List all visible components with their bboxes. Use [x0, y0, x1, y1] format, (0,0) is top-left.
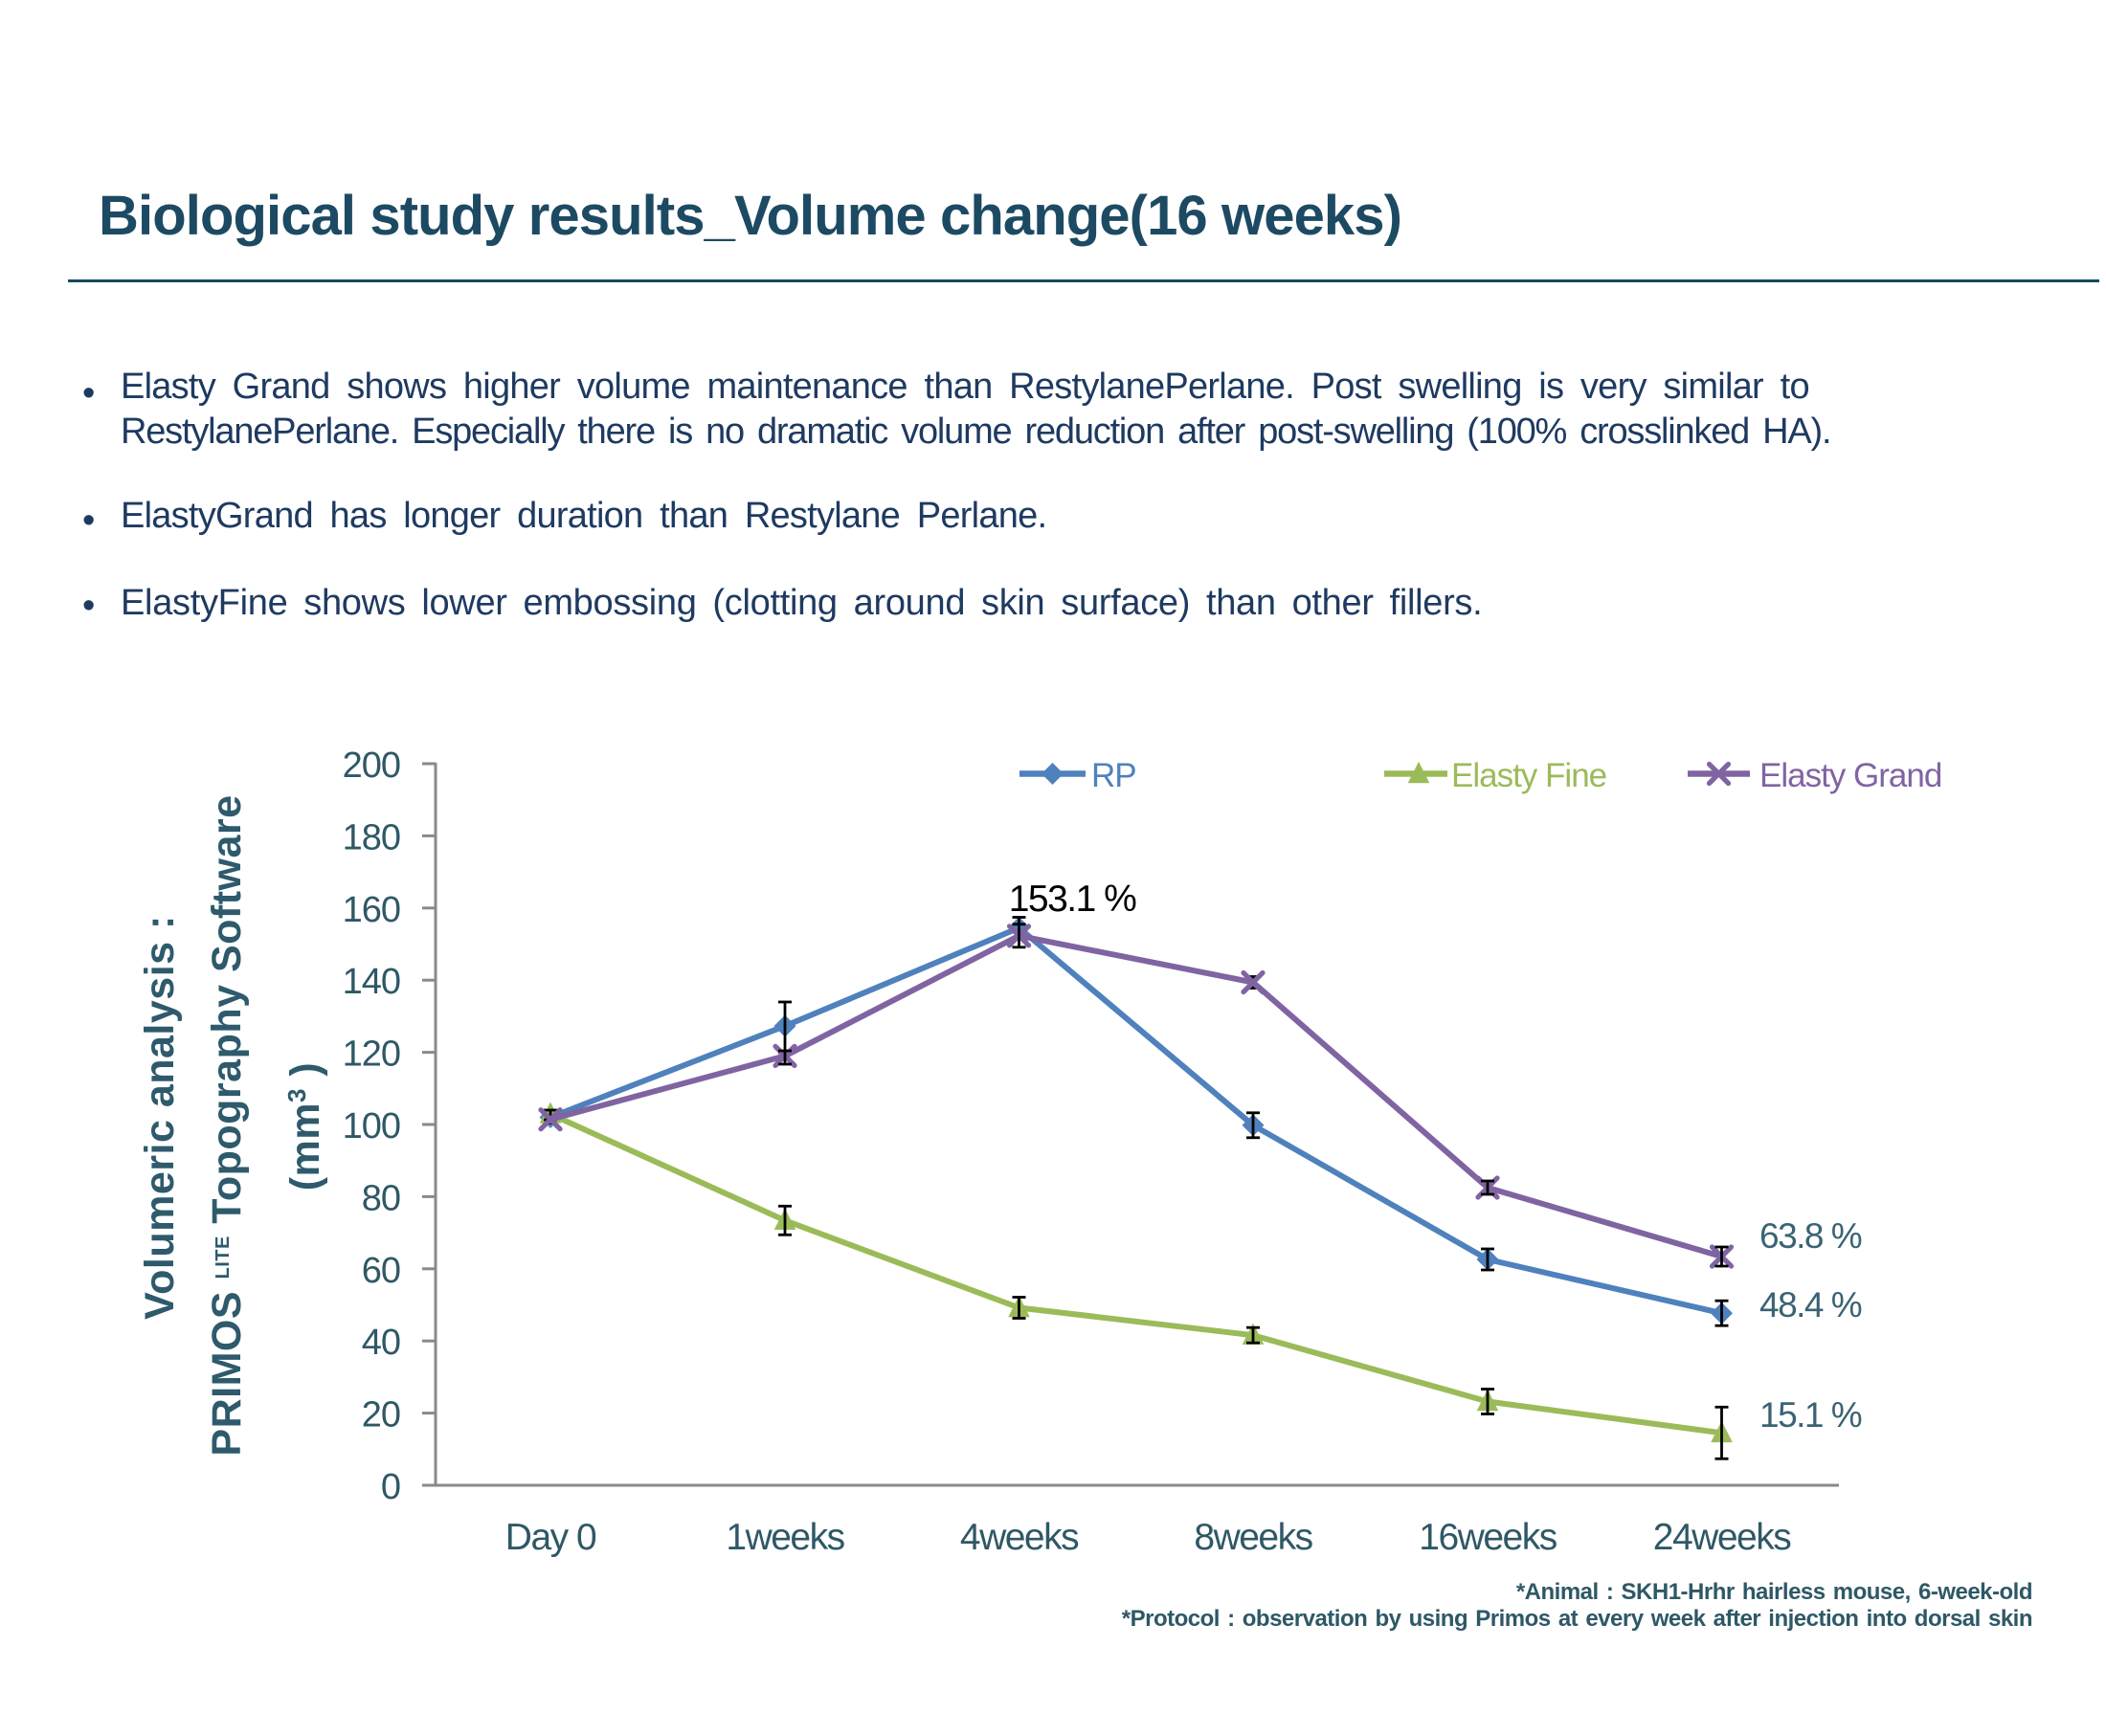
- svg-text:48.4 %: 48.4 %: [1759, 1285, 1862, 1324]
- svg-text:Volumeric analysis :: Volumeric analysis :: [137, 915, 183, 1320]
- svg-text:PRIMOS LITE Topography Softwar: PRIMOS LITE Topography Software: [204, 794, 250, 1456]
- svg-text:40: 40: [362, 1323, 400, 1363]
- svg-text:63.8 %: 63.8 %: [1759, 1216, 1862, 1256]
- svg-text:60: 60: [362, 1251, 400, 1291]
- svg-text:Elasty Fine: Elasty Fine: [1451, 757, 1606, 794]
- svg-text:(mm3 ): (mm3 ): [282, 1062, 328, 1191]
- svg-text:153.1 %: 153.1 %: [1009, 879, 1136, 920]
- svg-text:1weeks: 1weeks: [726, 1517, 844, 1558]
- svg-text:Elasty Grand: Elasty Grand: [1759, 757, 1941, 794]
- svg-text:120: 120: [343, 1035, 400, 1075]
- svg-text:Day 0: Day 0: [505, 1517, 596, 1558]
- svg-text:4weeks: 4weeks: [960, 1517, 1079, 1558]
- svg-text:16weeks: 16weeks: [1419, 1517, 1557, 1558]
- svg-text:80: 80: [362, 1178, 400, 1218]
- svg-text:20: 20: [362, 1395, 400, 1436]
- svg-text:160: 160: [343, 890, 400, 930]
- svg-text:180: 180: [343, 817, 400, 857]
- svg-text:15.1 %: 15.1 %: [1759, 1395, 1862, 1435]
- svg-text:100: 100: [343, 1106, 400, 1146]
- svg-text:140: 140: [343, 962, 400, 1002]
- svg-text:24weeks: 24weeks: [1653, 1517, 1791, 1558]
- svg-text:0: 0: [381, 1467, 400, 1507]
- svg-text:200: 200: [343, 746, 400, 786]
- svg-text:8weeks: 8weeks: [1194, 1517, 1312, 1558]
- svg-text:RP: RP: [1091, 757, 1136, 794]
